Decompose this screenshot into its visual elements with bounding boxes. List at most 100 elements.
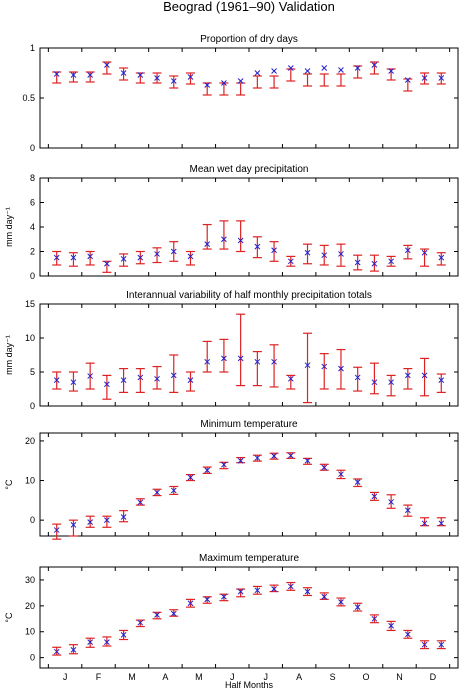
model-marker (421, 641, 428, 648)
model-marker (271, 247, 277, 254)
y-axis-label: mm day⁻¹ (4, 335, 14, 375)
y-tick-label: 2 (30, 247, 35, 257)
model-marker (304, 249, 311, 256)
model-marker (187, 600, 194, 607)
observed-errorbar (219, 338, 229, 373)
observed-errorbar (102, 61, 112, 75)
month-label: S (330, 672, 336, 682)
observed-errorbar (353, 366, 363, 392)
model-marker (154, 375, 160, 382)
model-marker (170, 610, 177, 617)
model-marker (204, 241, 211, 248)
observed-errorbar (68, 71, 78, 83)
model-marker (120, 377, 127, 384)
observed-errorbar (68, 519, 78, 537)
model-marker (388, 499, 394, 505)
model-marker (371, 493, 378, 500)
model-marker (254, 243, 261, 250)
model-marker (187, 253, 194, 260)
model-marker (404, 507, 411, 514)
model-marker (70, 647, 77, 653)
model-marker (271, 68, 277, 74)
observed-errorbar (152, 365, 162, 390)
model-marker (237, 355, 244, 362)
y-tick-label: 10 (25, 627, 35, 637)
month-label: A (296, 672, 302, 682)
y-axis-label: mm day⁻¹ (4, 207, 14, 247)
panels: Proportion of dry days 0 0.5 1 Mean wet day … (4, 34, 459, 669)
month-label: O (363, 672, 370, 682)
model-marker (354, 65, 361, 71)
model-marker (120, 631, 127, 638)
model-marker (371, 615, 378, 622)
observed-errorbar (102, 515, 112, 528)
observed-errorbar (420, 517, 430, 527)
model-marker (221, 80, 227, 86)
observed-errorbar (185, 72, 195, 85)
model-marker (304, 457, 311, 464)
y-axis-label: °C (4, 612, 14, 623)
model-marker (438, 377, 445, 384)
y-tick-label: 15 (25, 299, 35, 309)
observed-errorbar (420, 357, 430, 397)
observed-errorbar (202, 340, 212, 373)
y-tick-label: 6 (30, 198, 35, 208)
model-marker (70, 522, 77, 528)
model-marker (287, 583, 294, 590)
observed-errorbar (219, 461, 229, 470)
axes-box (39, 303, 459, 407)
observed-errorbar (252, 75, 262, 89)
model-marker (237, 78, 244, 84)
observed-errorbar (119, 510, 129, 523)
y-tick-label: 10 (25, 476, 35, 486)
model-marker (287, 258, 294, 265)
observed-errorbar (252, 351, 262, 387)
model-marker (421, 520, 428, 527)
model-marker (338, 365, 344, 372)
observed-errorbar (102, 260, 112, 273)
model-marker (170, 248, 177, 255)
figure-title: Beograd (1961–90) Validation (163, 0, 335, 14)
model-marker (237, 237, 244, 244)
observed-errorbar (369, 362, 379, 395)
model-marker (338, 251, 344, 257)
observed-errorbar (403, 78, 413, 92)
model-marker (120, 514, 127, 520)
model-marker (137, 72, 144, 78)
observed-errorbar (236, 588, 246, 598)
y-tick-label: 8 (30, 173, 35, 183)
model-marker (221, 461, 227, 468)
observed-errorbar (303, 243, 313, 265)
model-marker (254, 358, 261, 365)
observed-errorbar (286, 68, 296, 82)
model-marker (304, 588, 311, 595)
observed-errorbar (286, 374, 296, 390)
panel-2: Mean wet day precipitation 0 2 4 6 8 mm day⁻¹ (4, 164, 459, 281)
model-marker (388, 68, 394, 74)
model-marker (137, 499, 144, 506)
model-marker (321, 65, 328, 71)
model-marker (53, 71, 60, 77)
model-marker (87, 253, 94, 260)
model-marker (104, 260, 110, 267)
observed-errorbar (386, 374, 396, 397)
model-marker (204, 358, 211, 365)
observed-errorbar (119, 67, 129, 81)
observed-errorbar (169, 354, 179, 393)
model-marker (104, 381, 110, 388)
model-marker (104, 517, 110, 524)
model-marker (388, 622, 394, 629)
y-tick-label: 1 (30, 43, 35, 53)
model-marker (304, 68, 311, 74)
observed-errorbar (169, 75, 179, 89)
model-marker (221, 236, 227, 243)
month-label: D (430, 672, 437, 682)
axes-box (39, 566, 459, 669)
model-marker (204, 596, 211, 603)
model-marker (154, 489, 160, 496)
model-marker (221, 593, 227, 600)
observed-errorbar (336, 243, 346, 267)
model-marker (404, 631, 411, 638)
